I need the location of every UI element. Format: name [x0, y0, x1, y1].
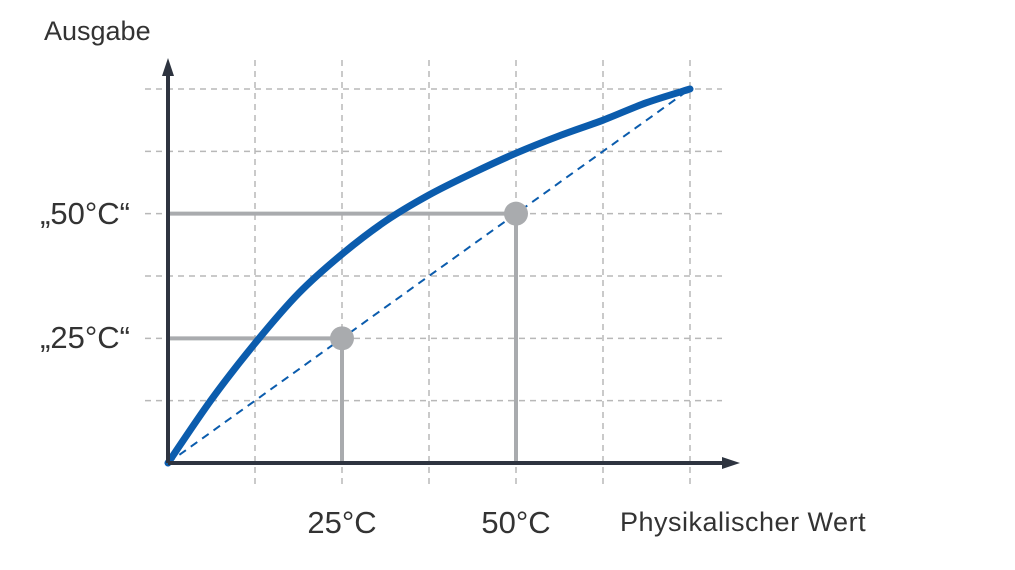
x-axis-arrow	[722, 457, 740, 469]
reference-point	[504, 201, 528, 226]
series-group	[164, 85, 694, 467]
y-axis-arrow	[162, 58, 174, 76]
x-tick-label-25: 25°C	[307, 505, 377, 540]
axes	[162, 58, 740, 469]
reference-points	[330, 201, 528, 351]
series-line-actual	[164, 85, 694, 467]
y-axis-label: Ausgabe	[44, 16, 151, 46]
x-axis-label: Physikalischer Wert	[620, 507, 867, 537]
x-tick-label-50: 50°C	[481, 505, 551, 540]
y-tick-label-25: „25°C“	[40, 320, 130, 356]
series-line-ideal	[167, 88, 691, 464]
y-tick-label-50: „50°C“	[40, 195, 130, 231]
reference-point	[330, 326, 354, 351]
